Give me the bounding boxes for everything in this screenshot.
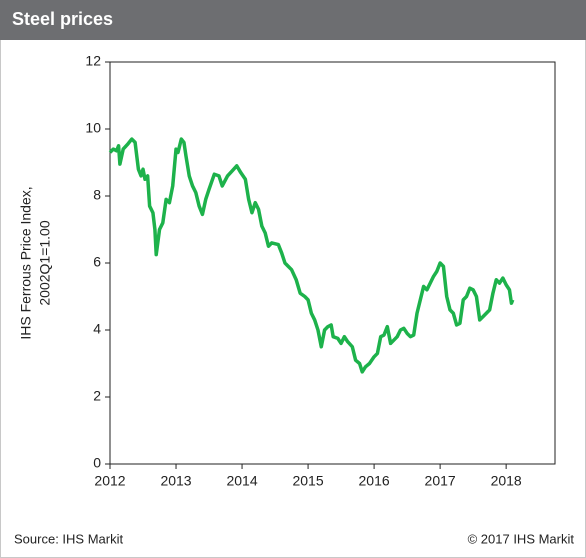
x-tick-label: 2013 xyxy=(160,473,191,489)
x-tick-label: 2016 xyxy=(359,473,390,489)
x-tick-label: 2014 xyxy=(226,473,257,489)
y-tick-label: 8 xyxy=(93,187,101,203)
x-tick-label: 2018 xyxy=(491,473,522,489)
y-axis-label: 2002Q1=1.00 xyxy=(37,220,53,305)
source-note: Source: IHS Markit xyxy=(14,531,123,546)
y-tick-label: 2 xyxy=(93,388,101,404)
x-tick-label: 2015 xyxy=(292,473,323,489)
copyright-note: © 2017 IHS Markit xyxy=(468,531,575,546)
y-tick-label: 10 xyxy=(85,120,101,136)
header-bar xyxy=(0,0,586,40)
x-tick-label: 2017 xyxy=(425,473,456,489)
y-tick-label: 4 xyxy=(93,321,101,337)
y-axis-label: IHS Ferrous Price Index, xyxy=(18,186,34,339)
data-line xyxy=(108,137,515,374)
y-tick-label: 0 xyxy=(93,455,101,471)
y-tick-label: 6 xyxy=(93,254,101,270)
y-tick-label: 12 xyxy=(85,53,101,69)
x-tick-label: 2012 xyxy=(94,473,125,489)
chart-title: Steel prices xyxy=(12,9,113,29)
